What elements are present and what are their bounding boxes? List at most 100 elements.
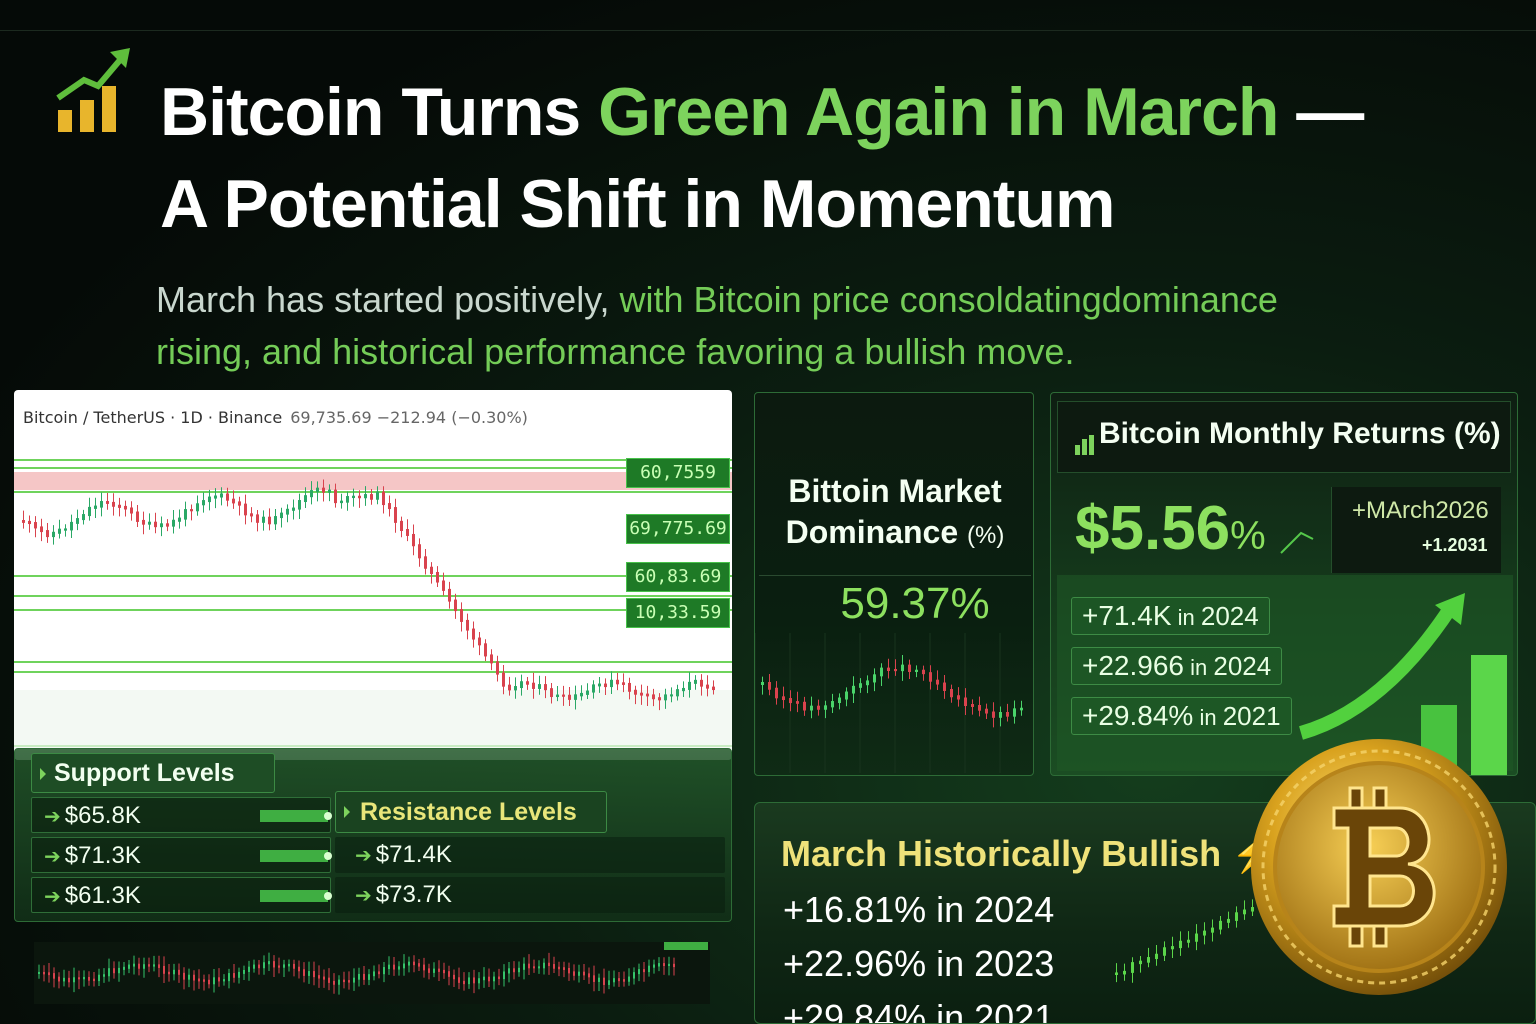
- candle: [513, 968, 515, 973]
- candle: [273, 961, 275, 968]
- candle: [803, 701, 806, 711]
- candle: [412, 533, 415, 547]
- candle: [198, 978, 200, 982]
- candle: [493, 976, 495, 982]
- candle: [383, 967, 385, 975]
- candle: [768, 681, 771, 690]
- candle: [568, 694, 571, 700]
- resistance-row[interactable]: ➔ $73.7K: [335, 877, 725, 913]
- candle: [574, 694, 577, 700]
- candle: [118, 504, 121, 508]
- candle: [648, 965, 650, 973]
- candle: [78, 977, 80, 980]
- candle: [580, 692, 583, 697]
- candle: [971, 704, 974, 707]
- candle: [894, 668, 897, 672]
- candle: [454, 599, 457, 612]
- level-dot: [324, 812, 332, 820]
- candle: [668, 963, 670, 966]
- march-background-chart: [1115, 899, 1254, 983]
- candle: [436, 571, 439, 583]
- candle: [343, 979, 345, 983]
- candle: [168, 971, 170, 975]
- candle: [688, 681, 691, 690]
- candle: [573, 971, 575, 976]
- monthly-returns-card[interactable]: Bitcoin Monthly Returns (%) $5.56% +MArc…: [1050, 392, 1518, 776]
- subtitle: March has started positively, with Bitco…: [156, 274, 1486, 378]
- support-row[interactable]: ➔ $65.8K: [31, 797, 332, 833]
- candle: [304, 495, 307, 503]
- candle: [382, 491, 385, 506]
- candle: [338, 979, 340, 985]
- candle: [93, 978, 95, 982]
- candle: [544, 684, 547, 691]
- triangle-icon: [344, 806, 350, 818]
- candle: [838, 697, 841, 704]
- returns-item-value: +22.966: [1082, 650, 1184, 681]
- candle: [633, 972, 635, 979]
- level-bar: [260, 890, 328, 902]
- support-row[interactable]: ➔ $61.3K: [31, 877, 332, 913]
- candle: [22, 520, 25, 523]
- resistance-value: $71.4K: [375, 841, 452, 868]
- candle: [408, 961, 410, 966]
- candle: [478, 637, 481, 646]
- candle: [113, 968, 115, 974]
- candle: [1013, 708, 1016, 717]
- strip-background: [34, 942, 710, 1004]
- top-divider: [0, 30, 1536, 31]
- price-chart-panel[interactable]: Bitcoin / TetherUS · 1D · Binance 69,735.…: [14, 390, 732, 760]
- dominance-mini-chart: [755, 633, 1023, 773]
- candle: [514, 686, 517, 691]
- returns-header: [1057, 401, 1511, 473]
- candle: [98, 974, 100, 982]
- returns-item-in: in: [1184, 655, 1214, 680]
- candle: [298, 966, 300, 972]
- dominance-card[interactable]: Bittoin Market Dominance (%) 59.37%: [754, 392, 1034, 776]
- candle: [376, 491, 379, 500]
- dominance-unit: (%): [967, 522, 1005, 549]
- candle: [1219, 920, 1222, 930]
- candle: [73, 977, 75, 983]
- dominance-title: Bittoin Market Dominance (%): [755, 471, 1033, 556]
- march-stat: +29.84% in 2021: [783, 997, 1055, 1024]
- candle: [298, 500, 301, 510]
- candle: [887, 667, 890, 671]
- candle: [38, 971, 40, 974]
- candle: [352, 495, 355, 499]
- candle: [943, 682, 946, 691]
- candle: [288, 963, 290, 967]
- candle: [208, 496, 211, 503]
- candle: [592, 684, 595, 693]
- candle: [323, 976, 325, 980]
- candle: [775, 687, 778, 699]
- candle: [460, 609, 463, 622]
- candle: [593, 975, 595, 982]
- candle: [333, 980, 335, 985]
- candle: [468, 977, 470, 985]
- candle: [936, 679, 939, 685]
- candle: [1006, 712, 1009, 717]
- support-row[interactable]: ➔ $71.3K: [31, 837, 332, 873]
- arrow-icon: ➔: [44, 846, 61, 868]
- candle: [472, 628, 475, 640]
- resistance-row[interactable]: ➔ $71.4K: [335, 837, 725, 873]
- candle: [922, 669, 925, 675]
- candle: [712, 686, 715, 691]
- returns-item-year: 2021: [1222, 701, 1281, 731]
- candle: [616, 679, 619, 685]
- candle: [634, 689, 637, 695]
- candle: [148, 964, 150, 967]
- returns-item-in: in: [1193, 705, 1223, 730]
- candle: [292, 507, 295, 511]
- candle: [978, 704, 981, 711]
- subtitle-line-2: rising, and historical performance favor…: [156, 331, 1075, 372]
- candle: [214, 495, 217, 499]
- candle: [553, 964, 555, 969]
- bitcoin-coin-icon: [1251, 739, 1507, 995]
- candle: [163, 965, 165, 974]
- candle: [378, 971, 380, 975]
- candle: [503, 971, 505, 980]
- badge-sub: +1.2031: [1422, 535, 1488, 555]
- candle: [143, 964, 145, 969]
